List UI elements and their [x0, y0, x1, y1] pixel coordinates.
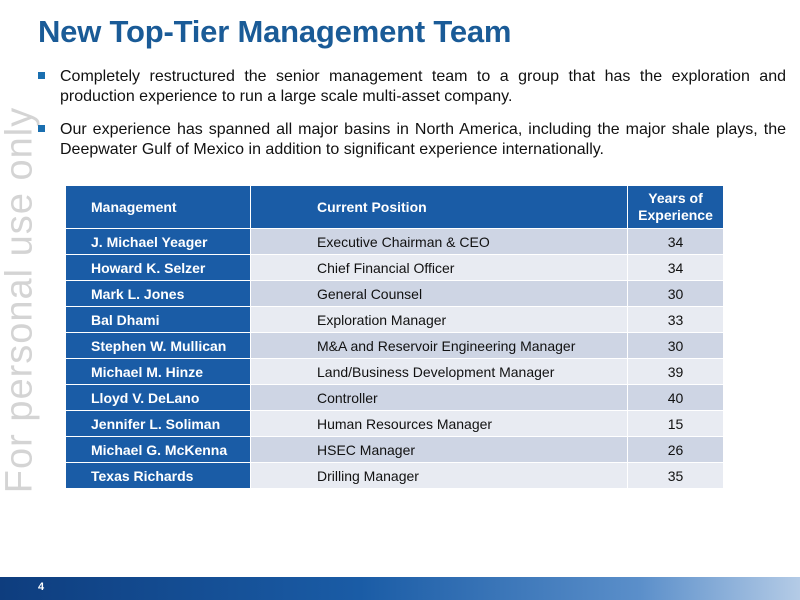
cell-position: HSEC Manager [250, 436, 628, 463]
management-table: Management Current Position Years of Exp… [65, 185, 724, 489]
cell-years: 26 [627, 436, 724, 463]
square-bullet-icon [38, 72, 45, 79]
table-row: Bal Dhami Exploration Manager 33 [65, 306, 724, 333]
bullet-item: Our experience has spanned all major bas… [38, 120, 786, 160]
cell-years: 34 [627, 228, 724, 255]
bullet-item: Completely restructured the senior manag… [38, 67, 786, 107]
cell-years: 40 [627, 384, 724, 411]
cell-name: Stephen W. Mullican [65, 332, 251, 359]
page-number: 4 [38, 581, 45, 593]
cell-years: 34 [627, 254, 724, 281]
table-row: Lloyd V. DeLano Controller 40 [65, 384, 724, 411]
table-row: Michael M. Hinze Land/Business Developme… [65, 358, 724, 385]
table-row: Stephen W. Mullican M&A and Reservoir En… [65, 332, 724, 359]
cell-position: Exploration Manager [250, 306, 628, 333]
watermark: For personal use only [0, 106, 41, 494]
cell-years: 15 [627, 410, 724, 437]
table-row: Howard K. Selzer Chief Financial Officer… [65, 254, 724, 281]
cell-years: 30 [627, 280, 724, 307]
bullet-text: Our experience has spanned all major bas… [60, 121, 786, 158]
cell-years: 33 [627, 306, 724, 333]
table-header-row: Management Current Position Years of Exp… [65, 185, 724, 229]
bullet-list: Completely restructured the senior manag… [38, 67, 786, 173]
square-bullet-icon [38, 125, 45, 132]
cell-name: Mark L. Jones [65, 280, 251, 307]
page-title: New Top-Tier Management Team [38, 14, 512, 49]
cell-name: Lloyd V. DeLano [65, 384, 251, 411]
table-row: J. Michael Yeager Executive Chairman & C… [65, 228, 724, 255]
cell-years: 30 [627, 332, 724, 359]
cell-position: Land/Business Development Manager [250, 358, 628, 385]
cell-position: Chief Financial Officer [250, 254, 628, 281]
cell-position: Executive Chairman & CEO [250, 228, 628, 255]
cell-name: Michael G. McKenna [65, 436, 251, 463]
cell-name: Howard K. Selzer [65, 254, 251, 281]
cell-name: Texas Richards [65, 462, 251, 489]
table-row: Jennifer L. Soliman Human Resources Mana… [65, 410, 724, 437]
cell-position: Controller [250, 384, 628, 411]
cell-name: Bal Dhami [65, 306, 251, 333]
header-current-position: Current Position [250, 185, 628, 229]
cell-position: General Counsel [250, 280, 628, 307]
cell-position: Drilling Manager [250, 462, 628, 489]
cell-name: J. Michael Yeager [65, 228, 251, 255]
header-management: Management [65, 185, 251, 229]
table-row: Texas Richards Drilling Manager 35 [65, 462, 724, 489]
header-years-line1: Years of [648, 190, 703, 206]
bullet-text: Completely restructured the senior manag… [60, 68, 786, 105]
table-row: Mark L. Jones General Counsel 30 [65, 280, 724, 307]
cell-years: 35 [627, 462, 724, 489]
footer-bar: 4 [0, 577, 800, 600]
table-row: Michael G. McKenna HSEC Manager 26 [65, 436, 724, 463]
cell-position: M&A and Reservoir Engineering Manager [250, 332, 628, 359]
cell-name: Michael M. Hinze [65, 358, 251, 385]
cell-name: Jennifer L. Soliman [65, 410, 251, 437]
header-years-of-experience: Years of Experience [627, 185, 724, 229]
cell-years: 39 [627, 358, 724, 385]
header-years-line2: Experience [638, 207, 713, 223]
cell-position: Human Resources Manager [250, 410, 628, 437]
